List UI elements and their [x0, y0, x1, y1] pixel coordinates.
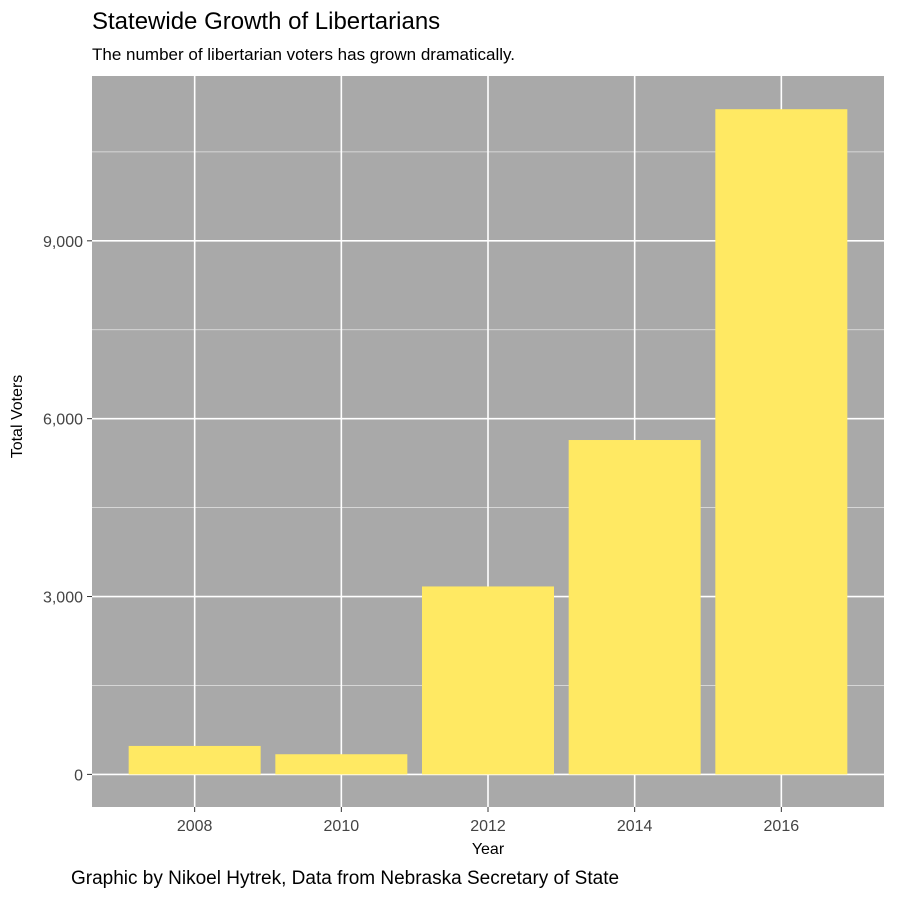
x-tick-label: 2008: [177, 818, 213, 835]
bar-2014: [568, 440, 701, 775]
bars: [128, 109, 848, 775]
bar-2010: [275, 754, 408, 775]
x-tick-label: 2012: [470, 818, 506, 835]
x-tick-label: 2016: [764, 818, 800, 835]
x-tick-label: 2010: [324, 818, 360, 835]
y-tick-label: 0: [74, 767, 83, 784]
bar-2016: [715, 109, 848, 775]
y-tick-label: 3,000: [43, 590, 83, 607]
x-axis-title: Year: [472, 841, 505, 858]
x-axis-ticks: 2008 2010 2012 2014 2016: [177, 807, 799, 835]
y-axis-title: Total Voters: [9, 375, 26, 459]
y-tick-label: 9,000: [43, 234, 83, 251]
bar-2008: [128, 745, 261, 775]
x-tick-label: 2014: [617, 818, 653, 835]
chart-subtitle: The number of libertarian voters has gro…: [92, 45, 515, 64]
y-axis-ticks: 0 3,000 6,000 9,000: [43, 234, 92, 784]
bar-2012: [422, 586, 554, 775]
chart-title: Statewide Growth of Libertarians: [92, 8, 441, 35]
y-tick-label: 6,000: [43, 412, 83, 429]
source-caption: Graphic by Nikoel Hytrek, Data from Nebr…: [71, 868, 620, 889]
